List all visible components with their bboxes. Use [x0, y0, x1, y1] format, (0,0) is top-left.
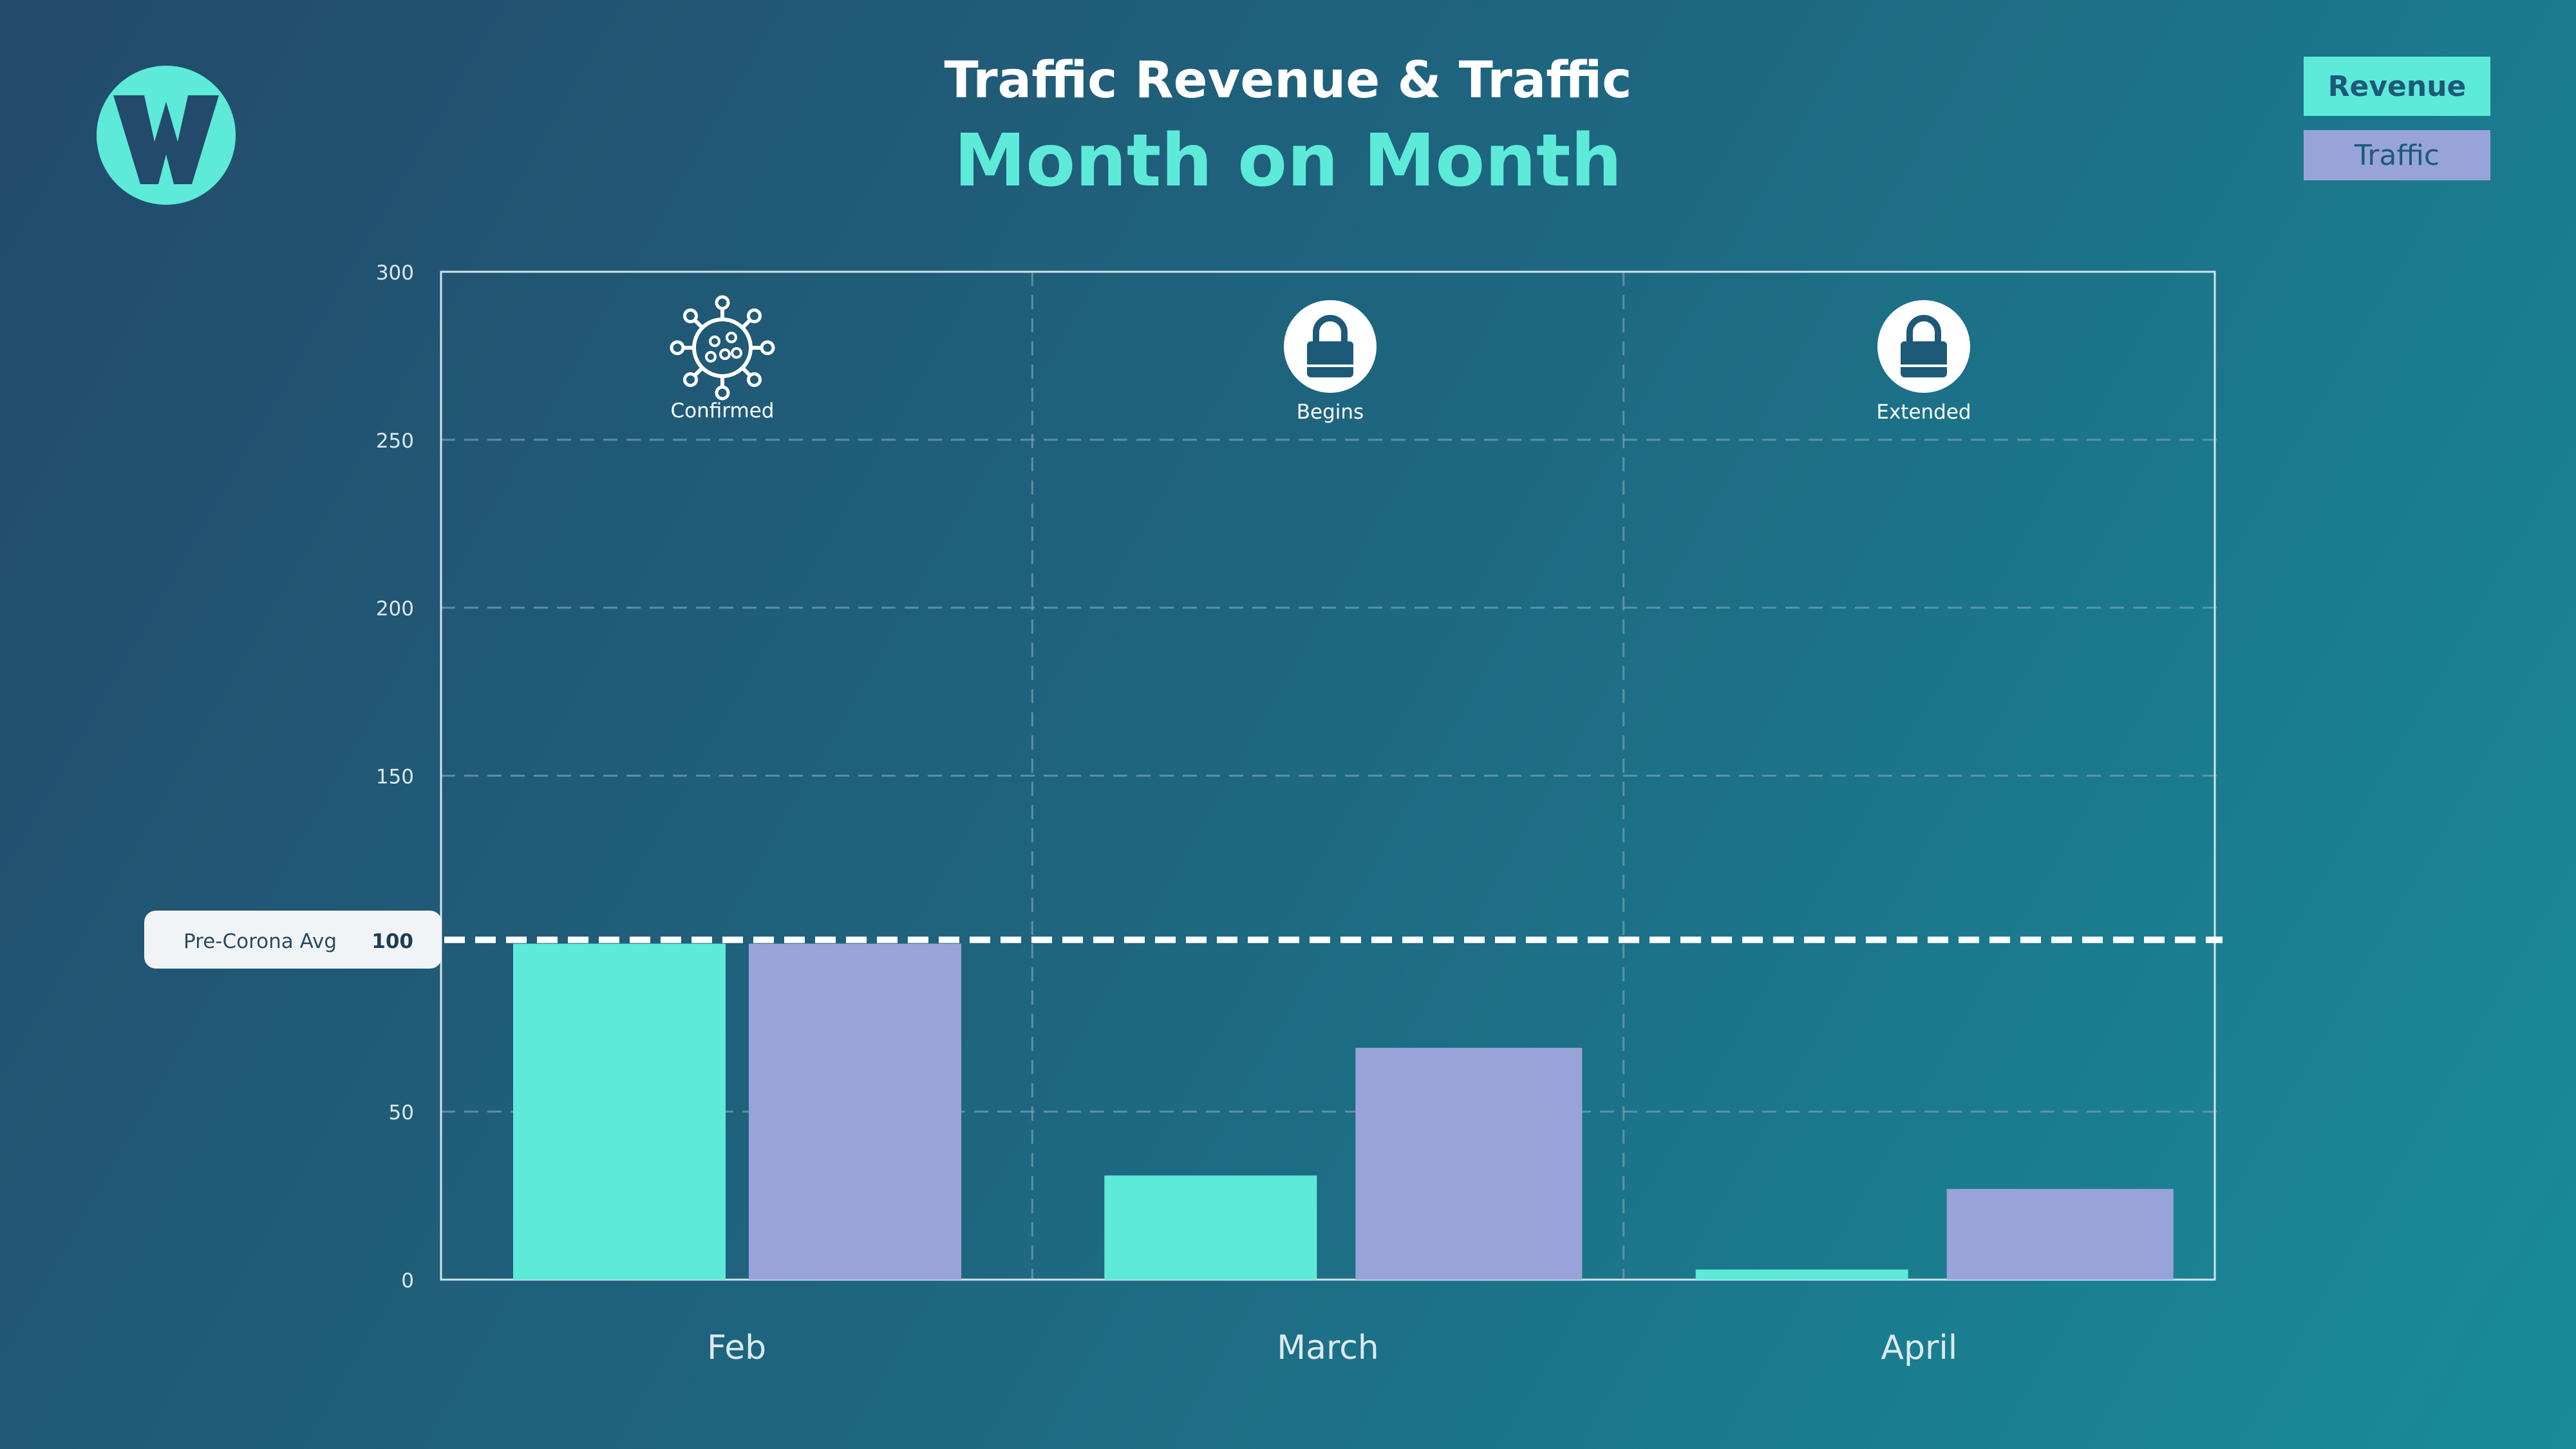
x-tick-label: April	[1881, 1329, 1957, 1367]
traffic-bar-april	[1946, 1189, 2174, 1280]
revenue-bar-march	[1104, 1175, 1317, 1280]
reference-label: Pre-Corona Avg	[183, 930, 337, 953]
chart-subtitle: Month on Month	[954, 119, 1622, 203]
revenue-bar-feb	[513, 943, 726, 1280]
x-tick-label: March	[1277, 1329, 1379, 1367]
traffic-bar-feb	[749, 943, 961, 1280]
lock-icon	[1877, 300, 1970, 393]
lock-icon	[1284, 300, 1377, 393]
y-tick-label: 50	[389, 1101, 414, 1124]
plot-frame	[440, 270, 2216, 1281]
y-tick-label: 150	[376, 766, 414, 789]
legend-traffic: Traffic	[2304, 130, 2490, 180]
x-tick-label: Feb	[707, 1329, 766, 1367]
chart-title: Traffic Revenue & Traffic	[944, 52, 1632, 109]
y-tick-label: 250	[376, 430, 414, 453]
annotation-label: Confirmed	[671, 399, 775, 422]
y-tick-label: 300	[376, 261, 414, 285]
annotation-label: Extended	[1876, 401, 1971, 424]
revenue-bar-april	[1695, 1269, 1908, 1280]
reference-label-box	[144, 911, 442, 969]
virus-icon	[670, 295, 775, 401]
w-logo-icon	[97, 66, 236, 205]
traffic-bar-march	[1355, 1048, 1583, 1280]
annotation-label: Begins	[1297, 401, 1364, 424]
y-tick-label: 200	[376, 598, 414, 621]
reference-value: 100	[371, 930, 413, 953]
legend-revenue: Revenue	[2304, 57, 2490, 116]
y-tick-label: 0	[401, 1269, 414, 1293]
